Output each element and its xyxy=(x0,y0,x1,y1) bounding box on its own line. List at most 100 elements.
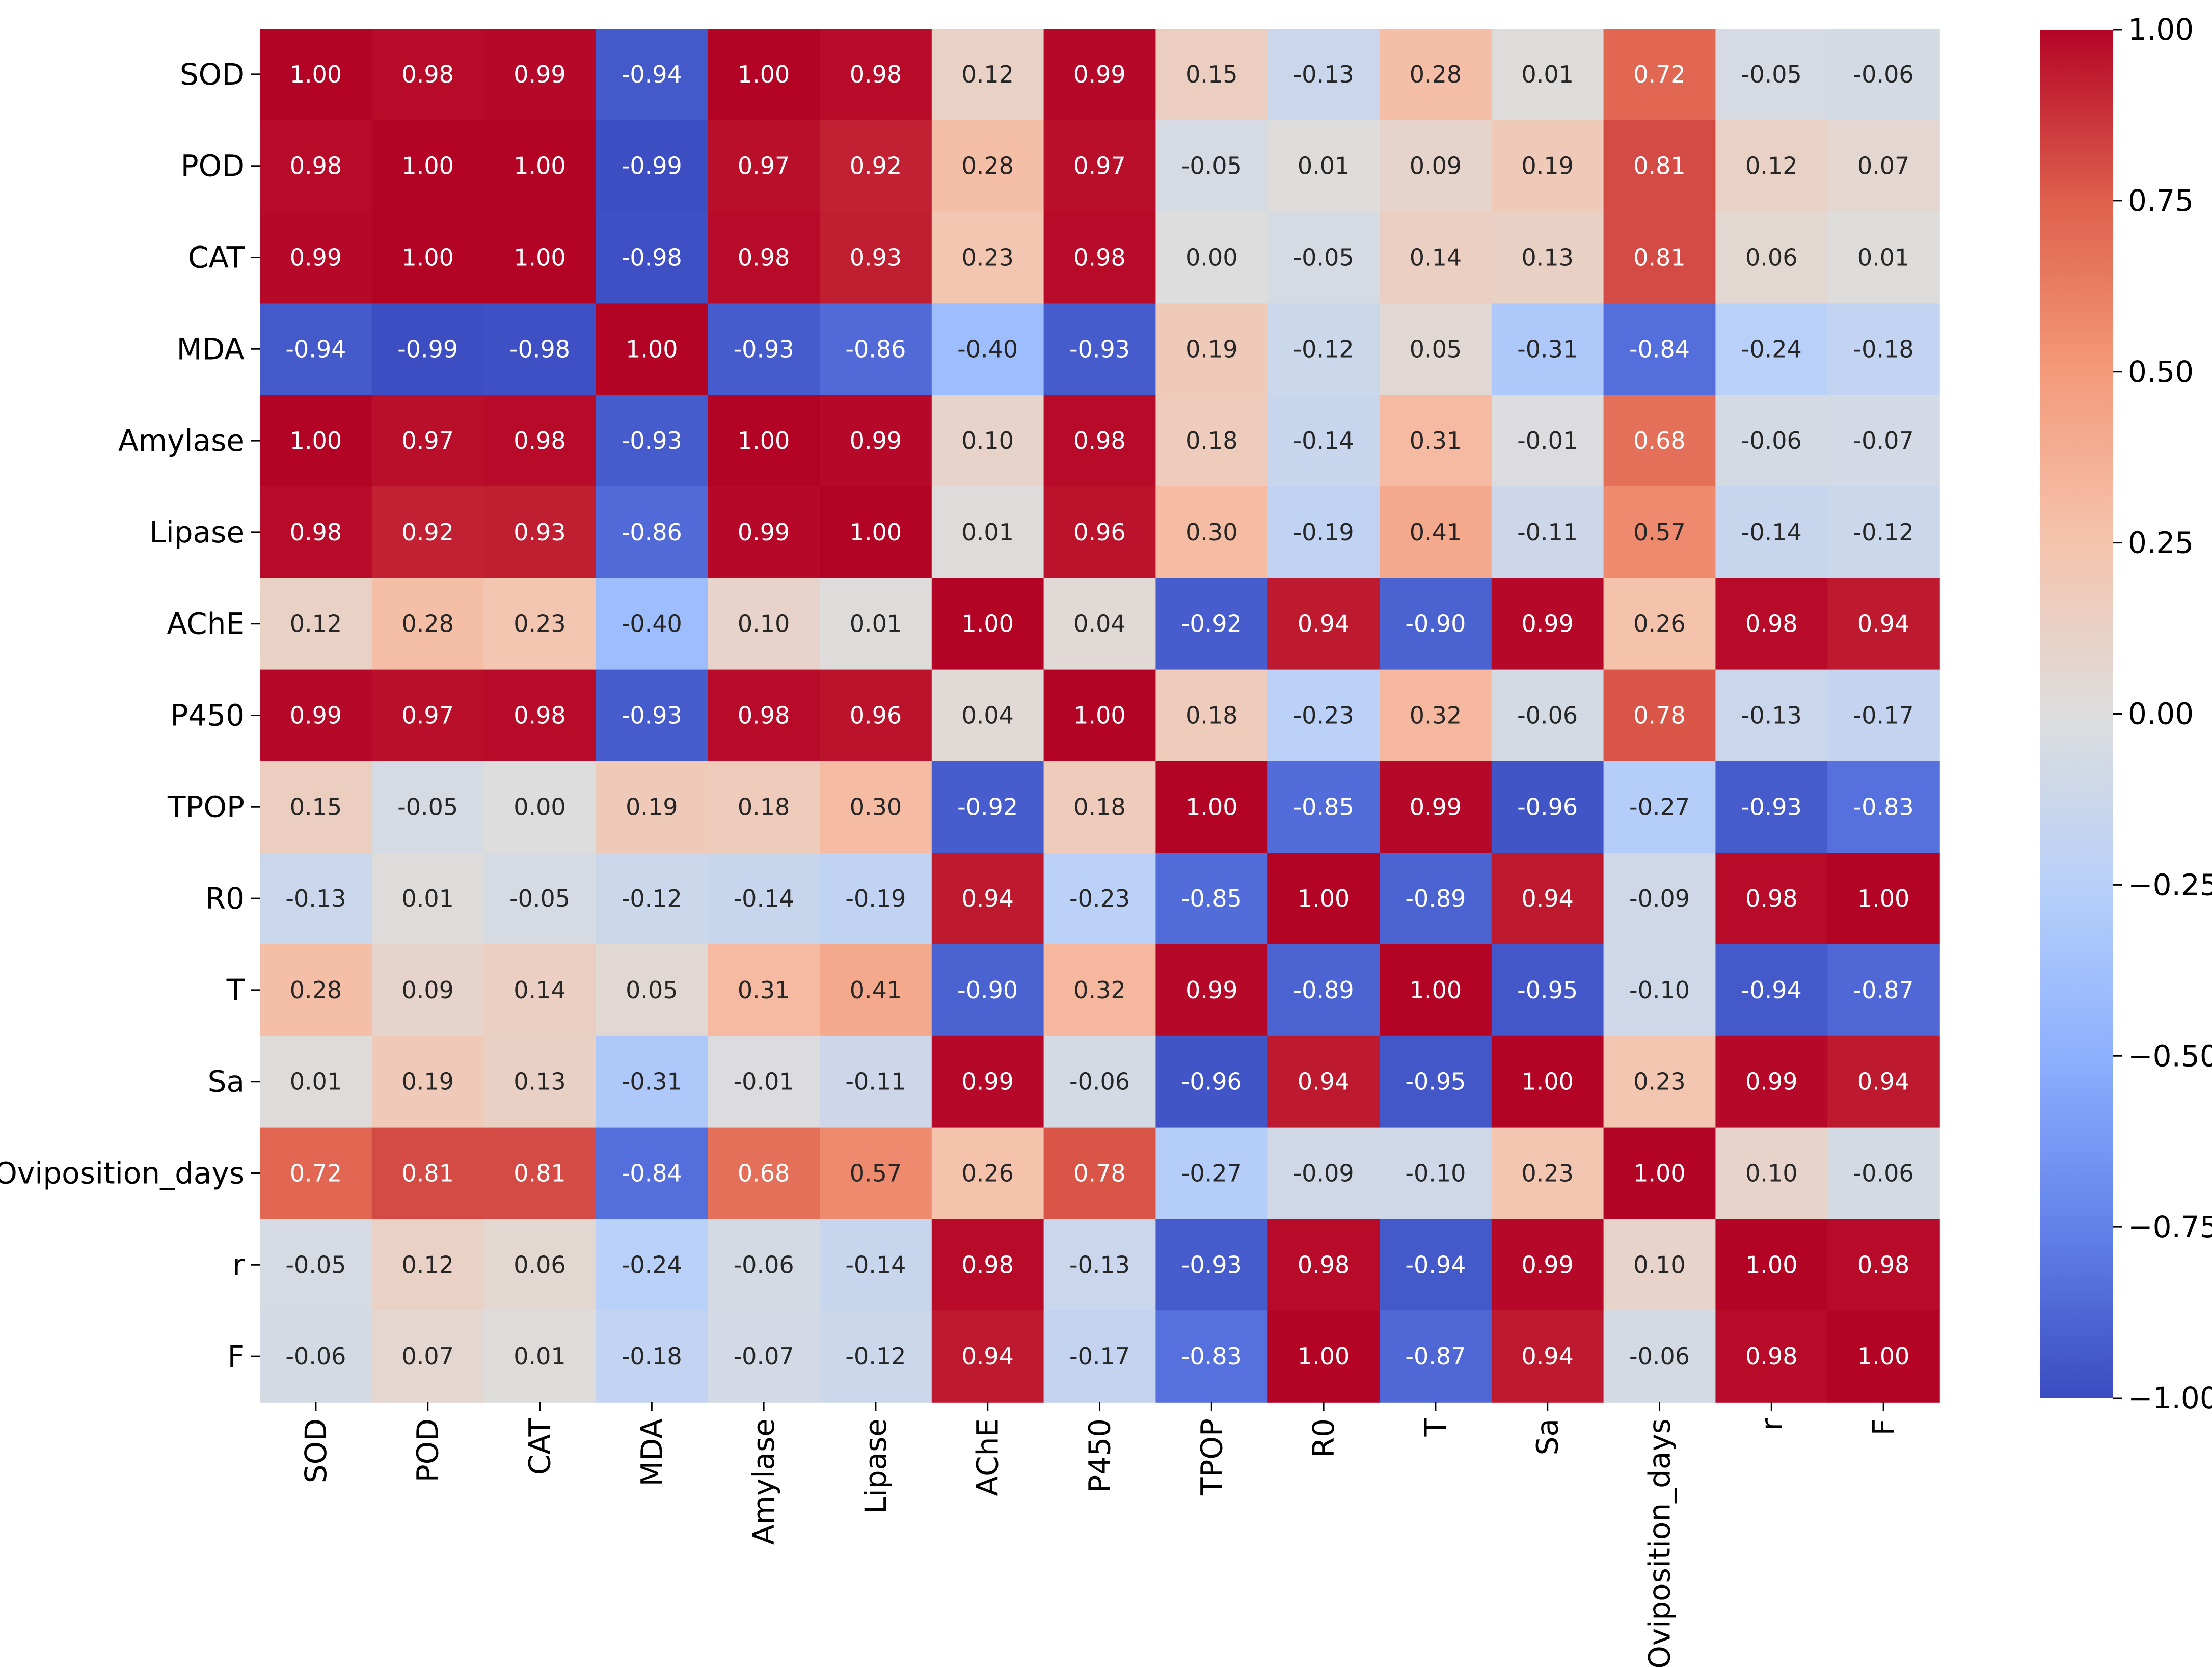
heatmap-cell-lipase-amylase xyxy=(708,486,820,579)
heatmap-cell-oviposition-days-amylase xyxy=(708,1127,820,1220)
heatmap-cell-amylase-sod xyxy=(260,395,372,487)
heatmap-cell-pod-pod xyxy=(371,120,484,212)
row-label-sa: Sa xyxy=(208,1064,245,1099)
heatmap-cell-ache-r0 xyxy=(1267,578,1380,670)
cell-value-label: 0.01 xyxy=(1298,152,1350,180)
row-label-sod: SOD xyxy=(180,57,245,92)
cell-value-label: 0.00 xyxy=(1185,244,1237,271)
cell-value-label: 0.05 xyxy=(1410,335,1462,363)
cell-value-label: 0.99 xyxy=(1521,1251,1573,1278)
cell-value-label: 0.06 xyxy=(1745,244,1797,271)
heatmap-cell-f-oviposition-days xyxy=(1603,1310,1716,1403)
heatmap-cell-t-r0 xyxy=(1267,944,1380,1036)
cell-value-label: 0.94 xyxy=(961,885,1013,912)
cell-value-label: -0.27 xyxy=(1181,1160,1242,1187)
heatmap-cell-sa-lipase xyxy=(820,1035,932,1128)
cell-value-label: 0.18 xyxy=(738,793,790,821)
heatmap-cell-cat-sa xyxy=(1491,211,1604,304)
cell-value-label: 0.57 xyxy=(850,1160,902,1187)
heatmap-cell-ache-lipase xyxy=(820,578,932,670)
cell-value-label: -0.14 xyxy=(1293,427,1354,454)
heatmap-cell-t-p450 xyxy=(1043,944,1156,1036)
cell-value-label: 0.26 xyxy=(961,1160,1013,1187)
cell-value-label: 0.10 xyxy=(961,427,1013,454)
heatmap-cell-cat-cat xyxy=(483,211,597,304)
heatmap-cell-lipase-sod xyxy=(260,486,372,579)
colorbar-tick-label: −0.75 xyxy=(2128,1210,2212,1244)
cell-value-label: -0.85 xyxy=(1181,885,1242,912)
heatmap-cell-amylase-ache xyxy=(931,395,1044,487)
cell-value-label: 0.31 xyxy=(1410,427,1462,454)
cell-value-label: -0.05 xyxy=(509,885,570,912)
cell-value-label: -0.95 xyxy=(1517,976,1578,1004)
cell-value-label: -0.96 xyxy=(1517,793,1578,821)
cell-value-label: 0.09 xyxy=(401,976,453,1004)
cell-value-label: -0.95 xyxy=(1405,1068,1466,1096)
column-label-t: T xyxy=(1418,1418,1453,1437)
heatmap-cell-sa-tpop xyxy=(1155,1035,1268,1128)
cell-value-label: -0.14 xyxy=(1741,518,1802,546)
heatmap-cell-sa-amylase xyxy=(708,1035,820,1128)
row-label-t: T xyxy=(226,973,245,1007)
heatmap-cell-r-r xyxy=(1715,1219,1828,1311)
cell-value-label: -0.40 xyxy=(622,610,682,638)
cell-value-label: -0.12 xyxy=(845,1343,906,1370)
heatmap-cell-sa-sod xyxy=(260,1035,372,1128)
heatmap-cell-t-ache xyxy=(931,944,1044,1036)
heatmap-cell-p450-tpop xyxy=(1155,669,1268,762)
row-label-lipase: Lipase xyxy=(149,515,245,550)
heatmap-cell-pod-p450 xyxy=(1043,120,1156,212)
cell-value-label: -0.07 xyxy=(734,1343,794,1370)
cell-value-label: -0.13 xyxy=(1069,1251,1130,1278)
heatmap-cell-sa-oviposition-days xyxy=(1603,1035,1716,1128)
cell-value-label: 0.32 xyxy=(1410,702,1462,729)
heatmap-cell-pod-cat xyxy=(483,120,597,212)
heatmap-cell-r-f xyxy=(1827,1219,1940,1311)
row-label-tpop: TPOP xyxy=(167,789,245,824)
cell-value-label: 0.05 xyxy=(626,976,678,1004)
cell-value-label: 1.00 xyxy=(626,335,678,363)
heatmap-cell-pod-lipase xyxy=(820,120,932,212)
cell-value-label: 1.00 xyxy=(1073,702,1125,729)
cell-value-label: 0.98 xyxy=(1298,1251,1350,1278)
heatmap-cell-amylase-sa xyxy=(1491,395,1604,487)
cell-value-label: 0.01 xyxy=(401,885,453,912)
cell-value-label: -0.13 xyxy=(1741,702,1802,729)
cell-value-label: 0.15 xyxy=(290,793,342,821)
heatmap-cell-sod-p450 xyxy=(1043,29,1156,121)
heatmap-cell-p450-pod xyxy=(371,669,484,762)
row-label-mda: MDA xyxy=(177,332,245,366)
cell-value-label: 0.10 xyxy=(1633,1251,1685,1278)
cell-value-label: 0.81 xyxy=(1633,152,1685,180)
cell-value-label: -0.06 xyxy=(1741,427,1802,454)
heatmap-cell-r0-oviposition-days xyxy=(1603,853,1716,945)
heatmap-cell-r-ache xyxy=(931,1219,1044,1311)
cell-value-label: 0.28 xyxy=(1410,61,1462,88)
heatmap-cell-r0-cat xyxy=(483,853,597,945)
cell-value-label: 0.98 xyxy=(1745,1343,1797,1370)
heatmap-cell-r0-t xyxy=(1380,853,1492,945)
heatmap-cell-tpop-t xyxy=(1380,761,1492,853)
heatmap-cell-p450-lipase xyxy=(820,669,932,762)
heatmap-cell-f-tpop xyxy=(1155,1310,1268,1403)
heatmap-cell-f-pod xyxy=(371,1310,484,1403)
heatmap-cell-sod-sa xyxy=(1491,29,1604,121)
cell-value-label: -0.07 xyxy=(1853,427,1914,454)
heatmap-cell-sa-f xyxy=(1827,1035,1940,1128)
cell-value-label: 1.00 xyxy=(514,152,565,180)
heatmap-cell-ache-f xyxy=(1827,578,1940,670)
cell-value-label: 0.94 xyxy=(961,1343,1013,1370)
heatmap-cell-oviposition-days-tpop xyxy=(1155,1127,1268,1220)
cell-value-label: 0.98 xyxy=(850,61,902,88)
cell-value-label: 0.19 xyxy=(1521,152,1573,180)
heatmap-cell-r-pod xyxy=(371,1219,484,1311)
cell-value-label: 1.00 xyxy=(514,244,565,271)
heatmap-cell-r0-f xyxy=(1827,853,1940,945)
heatmap-cell-f-r xyxy=(1715,1310,1828,1403)
heatmap-cell-sa-t xyxy=(1380,1035,1492,1128)
row-label-f: F xyxy=(228,1339,245,1374)
heatmap-cell-cat-pod xyxy=(371,211,484,304)
cell-value-label: 0.07 xyxy=(401,1343,453,1370)
heatmap-cell-mda-r0 xyxy=(1267,303,1380,395)
column-label-amylase: Amylase xyxy=(746,1418,781,1545)
